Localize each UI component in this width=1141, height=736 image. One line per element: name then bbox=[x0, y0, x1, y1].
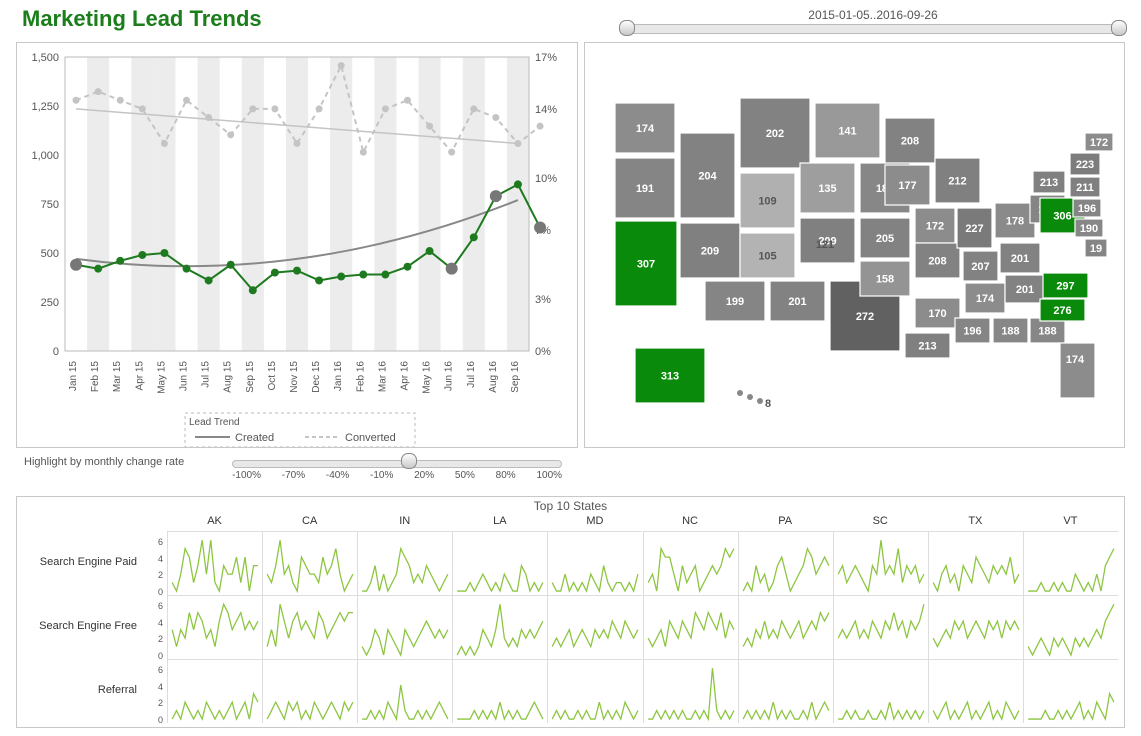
spark-col-TX: TX bbox=[928, 515, 1023, 527]
spark-cell bbox=[167, 659, 262, 723]
svg-text:Dec 15: Dec 15 bbox=[311, 361, 322, 393]
svg-text:3%: 3% bbox=[535, 294, 551, 306]
date-range-slider[interactable]: 2015-01-05..2016-09-26 bbox=[622, 8, 1124, 36]
svg-text:Apr 15: Apr 15 bbox=[134, 361, 145, 391]
date-range-knob-right[interactable] bbox=[1111, 20, 1127, 36]
spark-cell bbox=[643, 531, 738, 595]
spark-cell bbox=[738, 659, 833, 723]
spark-cell bbox=[928, 659, 1023, 723]
spark-cell bbox=[452, 595, 547, 659]
svg-text:Sep 16: Sep 16 bbox=[510, 361, 521, 393]
page-title: Marketing Lead Trends bbox=[22, 6, 262, 32]
spark-cell bbox=[547, 531, 642, 595]
svg-text:14%: 14% bbox=[535, 104, 557, 116]
spark-title: Top 10 States bbox=[17, 499, 1124, 513]
us-map: 1741912042093072021091051991411352091212… bbox=[584, 42, 1125, 448]
spark-row-label: Search Engine Paid bbox=[17, 556, 137, 568]
highlight-slider[interactable]: -100%-70%-40%-10%20%50%80%100% bbox=[232, 456, 562, 481]
spark-cell bbox=[1023, 595, 1118, 659]
spark-cell bbox=[1023, 531, 1118, 595]
spark-cell bbox=[167, 595, 262, 659]
spark-row-label: Search Engine Free bbox=[17, 620, 137, 632]
svg-text:Lead Trend: Lead Trend bbox=[189, 417, 240, 428]
svg-text:Aug 16: Aug 16 bbox=[488, 361, 499, 393]
svg-text:750: 750 bbox=[41, 199, 59, 211]
spark-cell bbox=[357, 595, 452, 659]
spark-col-MD: MD bbox=[547, 515, 642, 527]
spark-cell bbox=[833, 595, 928, 659]
highlight-slider-knob[interactable] bbox=[401, 453, 417, 469]
spark-col-CA: CA bbox=[262, 515, 357, 527]
spark-cell bbox=[357, 659, 452, 723]
spark-col-VT: VT bbox=[1023, 515, 1118, 527]
spark-cell bbox=[928, 595, 1023, 659]
svg-text:Oct 15: Oct 15 bbox=[267, 361, 278, 391]
spark-col-LA: LA bbox=[452, 515, 547, 527]
svg-text:10%: 10% bbox=[535, 173, 557, 185]
spark-col-AK: AK bbox=[167, 515, 262, 527]
svg-text:0%: 0% bbox=[535, 346, 551, 358]
spark-cell bbox=[167, 531, 262, 595]
spark-col-NC: NC bbox=[643, 515, 738, 527]
svg-text:1,000: 1,000 bbox=[31, 150, 59, 162]
svg-text:Jan 15: Jan 15 bbox=[68, 361, 79, 391]
svg-text:Jun 16: Jun 16 bbox=[444, 361, 455, 391]
svg-text:250: 250 bbox=[41, 297, 59, 309]
spark-col-IN: IN bbox=[357, 515, 452, 527]
svg-text:1,500: 1,500 bbox=[31, 52, 59, 64]
spark-cell bbox=[452, 659, 547, 723]
lead-trend-chart: 02505007501,0001,2501,5000%3%7%10%14%17%… bbox=[16, 42, 578, 448]
spark-cell bbox=[928, 531, 1023, 595]
spark-cell bbox=[262, 531, 357, 595]
spark-col-SC: SC bbox=[833, 515, 928, 527]
svg-text:Feb 16: Feb 16 bbox=[355, 361, 366, 393]
spark-row-label: Referral bbox=[17, 684, 137, 696]
svg-text:Nov 15: Nov 15 bbox=[289, 361, 300, 393]
svg-text:Jan 16: Jan 16 bbox=[333, 361, 344, 391]
svg-text:Created: Created bbox=[235, 432, 274, 444]
svg-text:Mar 15: Mar 15 bbox=[112, 361, 123, 393]
spark-cell bbox=[357, 531, 452, 595]
spark-cell bbox=[643, 659, 738, 723]
svg-text:Jun 15: Jun 15 bbox=[179, 361, 190, 391]
spark-cell bbox=[738, 595, 833, 659]
spark-cell bbox=[452, 531, 547, 595]
date-range-knob-left[interactable] bbox=[619, 20, 635, 36]
spark-cell bbox=[262, 659, 357, 723]
svg-text:Mar 16: Mar 16 bbox=[377, 361, 388, 393]
svg-text:17%: 17% bbox=[535, 52, 557, 64]
spark-cell bbox=[262, 595, 357, 659]
highlight-slider-label: Highlight by monthly change rate bbox=[24, 456, 229, 468]
svg-text:Jul 16: Jul 16 bbox=[466, 361, 477, 388]
svg-text:8: 8 bbox=[765, 398, 771, 410]
svg-text:Aug 15: Aug 15 bbox=[223, 361, 234, 393]
svg-text:0: 0 bbox=[53, 346, 59, 358]
spark-cell bbox=[833, 531, 928, 595]
spark-cell bbox=[1023, 659, 1118, 723]
svg-text:Jul 15: Jul 15 bbox=[201, 361, 212, 388]
spark-cell bbox=[833, 659, 928, 723]
svg-text:May 15: May 15 bbox=[156, 361, 167, 394]
svg-text:Converted: Converted bbox=[345, 432, 396, 444]
spark-cell bbox=[738, 531, 833, 595]
spark-cell bbox=[547, 659, 642, 723]
spark-cell bbox=[643, 595, 738, 659]
svg-text:May 16: May 16 bbox=[422, 361, 433, 394]
spark-col-PA: PA bbox=[738, 515, 833, 527]
svg-text:Apr 16: Apr 16 bbox=[399, 361, 410, 391]
spark-cell bbox=[547, 595, 642, 659]
svg-text:Feb 15: Feb 15 bbox=[90, 361, 101, 393]
svg-text:1,250: 1,250 bbox=[31, 101, 59, 113]
svg-text:Sep 15: Sep 15 bbox=[245, 361, 256, 393]
date-range-label: 2015-01-05..2016-09-26 bbox=[622, 8, 1124, 22]
top-states-sparklines: Top 10 States AKCAINLAMDNCPASCTXVT Search… bbox=[16, 496, 1125, 728]
svg-text:500: 500 bbox=[41, 248, 59, 260]
